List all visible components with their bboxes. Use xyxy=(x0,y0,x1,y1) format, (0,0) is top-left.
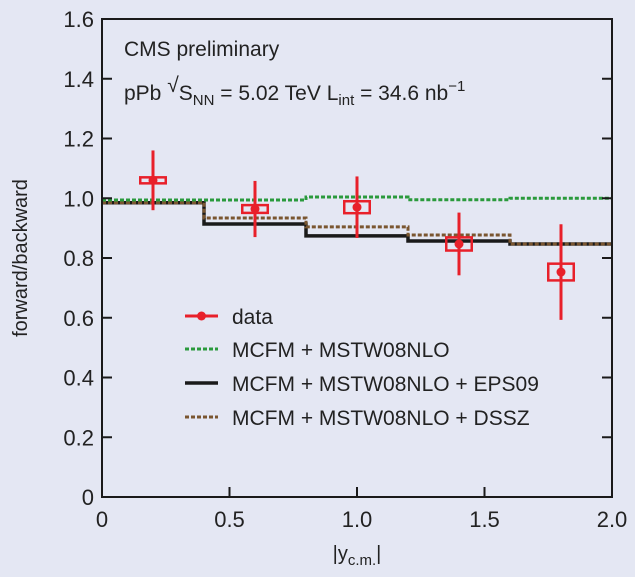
legend-label-data: data xyxy=(232,306,273,329)
x-tick-label: 0 xyxy=(96,507,108,532)
x-tick-label: 2.0 xyxy=(597,507,628,532)
data-point xyxy=(352,202,362,212)
legend-label-0: MCFM + MSTW08NLO xyxy=(232,339,450,362)
legend-marker-data xyxy=(197,311,206,321)
x-tick-label: 1.5 xyxy=(469,507,500,532)
x-tick-label: 0.5 xyxy=(214,507,245,532)
y-tick-label: 0 xyxy=(82,485,94,510)
legend-label-2: MCFM + MSTW08NLO + DSSZ xyxy=(232,407,530,430)
data-point xyxy=(250,204,260,214)
y-axis-label: forward/backward xyxy=(10,179,32,337)
annotation-line1: CMS preliminary xyxy=(124,38,280,61)
y-tick-label: 1.0 xyxy=(63,186,94,211)
x-axis-label: |yc.m.| xyxy=(333,543,382,569)
y-tick-label: 0.8 xyxy=(63,246,94,271)
legend-label-1: MCFM + MSTW08NLO + EPS09 xyxy=(232,373,539,396)
y-tick-label: 0.4 xyxy=(63,366,94,391)
y-tick-label: 0.2 xyxy=(63,425,94,450)
annotation-line2: pPb √SNN = 5.02 TeV Lint = 34.6 nb−1 xyxy=(124,74,465,109)
y-tick-label: 1.6 xyxy=(63,7,94,32)
data-point xyxy=(454,239,464,249)
data-point xyxy=(556,267,566,277)
series-line-0 xyxy=(102,195,612,202)
y-tick-label: 0.6 xyxy=(63,306,94,331)
data-point xyxy=(148,175,158,185)
y-tick-label: 1.2 xyxy=(63,127,94,152)
y-tick-label: 1.4 xyxy=(63,67,94,92)
x-tick-label: 1.0 xyxy=(342,507,373,532)
